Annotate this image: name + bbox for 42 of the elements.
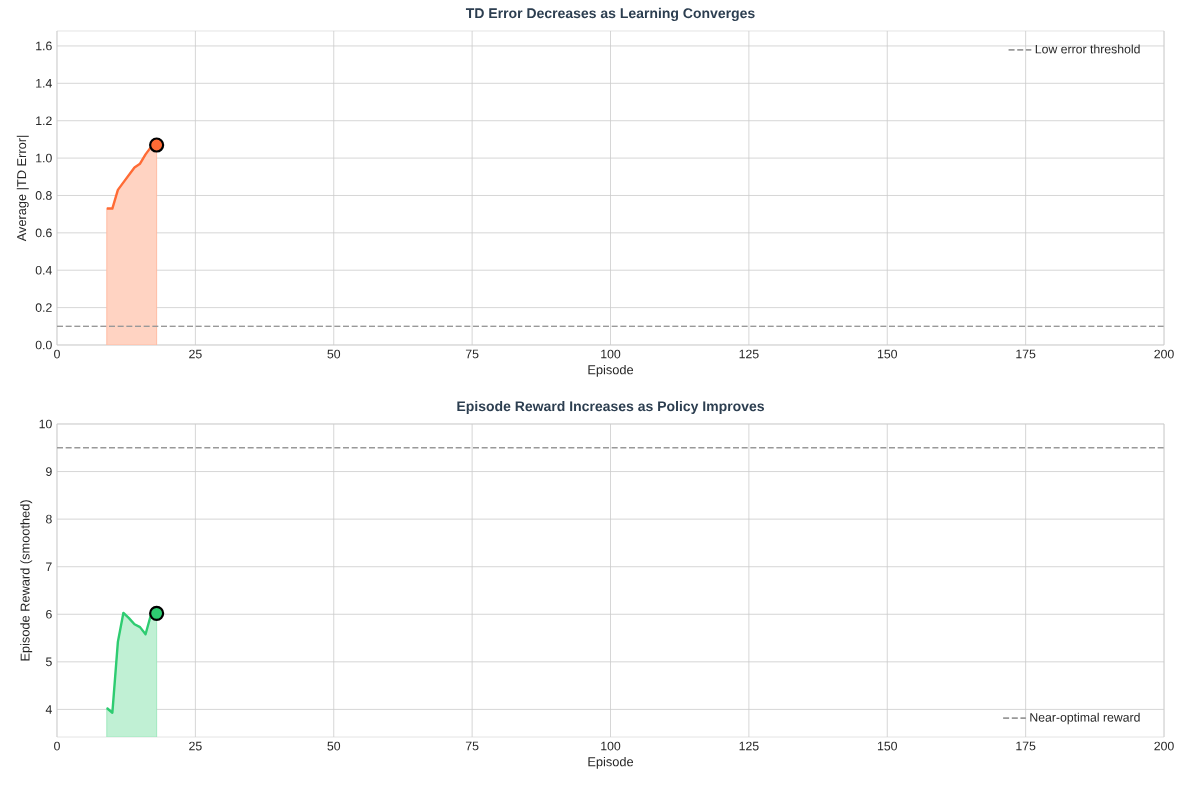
chart-title: Episode Reward Increases as Policy Improves [457, 400, 764, 414]
y-tick-label: 8 [46, 514, 52, 524]
y-tick-label: 1.4 [36, 79, 52, 88]
y-tick-label: 1.0 [36, 153, 52, 163]
y-tick-label: 10 [39, 419, 52, 429]
legend-label: Low error threshold [1035, 44, 1140, 54]
y-axis-title: Episode Reward (smoothed) [20, 500, 33, 661]
x-tick-label: 0 [54, 349, 60, 359]
x-tick-label: 25 [189, 349, 202, 359]
y-tick-label: 1.6 [36, 41, 52, 51]
x-tick-label: 175 [1016, 349, 1036, 359]
x-tick-label: 200 [1154, 741, 1174, 751]
x-tick-label: 150 [877, 349, 898, 359]
x-tick-label: 100 [601, 349, 621, 359]
x-tick-label: 75 [465, 349, 479, 359]
x-tick-label: 150 [877, 741, 898, 751]
x-tick-label: 25 [189, 741, 202, 751]
x-tick-label: 0 [54, 741, 60, 751]
x-tick-label: 125 [739, 349, 759, 359]
y-tick-label: 0.2 [35, 303, 52, 312]
y-tick-label: 9 [46, 467, 52, 476]
x-axis-title: Episode [588, 756, 634, 769]
chart-title: TD Error Decreases as Learning Converges [465, 7, 755, 21]
y-tick-label: 0.8 [35, 191, 52, 200]
y-tick-label: 4 [45, 705, 52, 714]
x-tick-label: 200 [1154, 349, 1174, 359]
legend-label: Near-optimal reward [1030, 712, 1140, 725]
y-axis-title: Average |TD Error| [16, 135, 29, 242]
x-axis-title: Episode [588, 364, 634, 377]
x-tick-label: 175 [1016, 741, 1036, 751]
x-tick-label: 125 [739, 741, 759, 751]
x-tick-label: 50 [327, 349, 341, 359]
y-tick-label: 1.2 [36, 116, 52, 125]
y-tick-label: 7 [46, 562, 52, 571]
y-tick-label: 5 [45, 657, 52, 667]
y-tick-label: 0.4 [35, 265, 52, 275]
y-tick-label: 0.6 [35, 228, 52, 238]
x-tick-label: 50 [327, 741, 341, 751]
y-tick-label: 6 [46, 609, 52, 619]
y-tick-label: 0.0 [35, 340, 52, 350]
x-tick-label: 75 [465, 741, 479, 751]
x-tick-label: 100 [601, 741, 621, 751]
